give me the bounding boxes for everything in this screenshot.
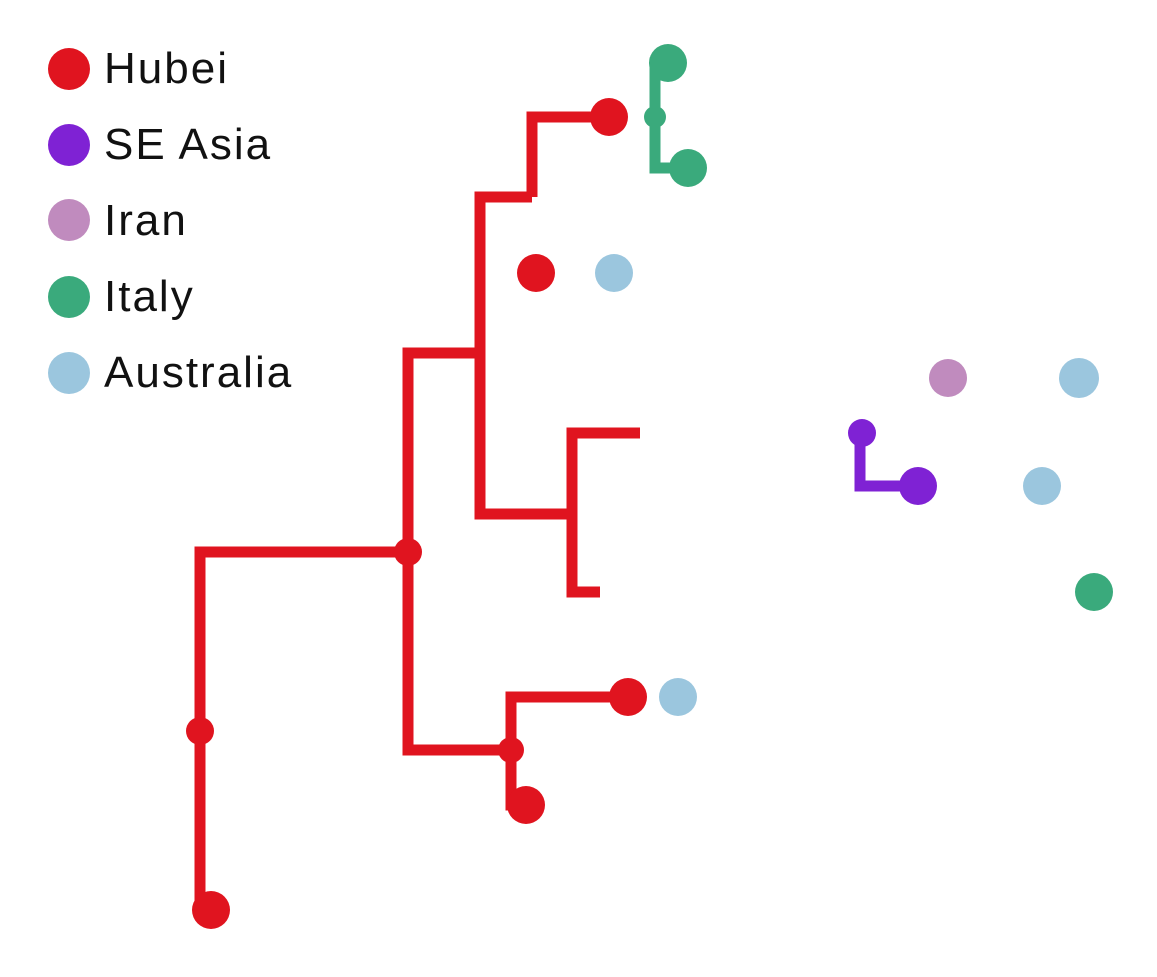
legend-label-italy: Italy <box>104 272 195 321</box>
legend-item-australia: Australia <box>48 348 293 397</box>
italy-swatch-icon <box>48 276 90 318</box>
se-asia-swatch-icon <box>48 124 90 166</box>
tree-nodes <box>186 106 876 763</box>
tip-hubei-c <box>609 678 647 716</box>
tree-tips <box>192 44 1113 929</box>
tip-australia-a <box>595 254 633 292</box>
legend-item-se-asia: SE Asia <box>48 120 272 169</box>
legend-label-australia: Australia <box>104 348 293 397</box>
tree-branches <box>194 57 1094 916</box>
legend-item-hubei: Hubei <box>48 44 229 93</box>
tip-iran <box>929 359 967 397</box>
tip-australia-c <box>1023 467 1061 505</box>
node-italy-split <box>644 106 666 128</box>
node-hubei-2 <box>498 737 524 763</box>
branch-to-se-asia <box>566 427 640 514</box>
tip-italy-c <box>1075 573 1113 611</box>
branch-lower-clade <box>402 552 511 756</box>
branch-upper-clade <box>402 347 480 552</box>
node-root <box>186 717 214 745</box>
tip-italy-a <box>649 44 687 82</box>
branch-to-italy-long-start <box>566 514 600 598</box>
branch-root <box>194 546 408 916</box>
branch-to-hubei-tip <box>526 111 609 197</box>
hubei-swatch-icon <box>48 48 90 90</box>
tip-australia-d <box>659 678 697 716</box>
legend: Hubei SE Asia Iran Italy Australia <box>48 44 293 397</box>
legend-item-italy: Italy <box>48 272 195 321</box>
branch-se-asia-down <box>854 433 918 492</box>
tip-italy-b <box>669 149 707 187</box>
node-hubei-1 <box>394 538 422 566</box>
legend-label-se-asia: SE Asia <box>104 120 272 169</box>
tip-hubei-b <box>517 254 555 292</box>
tip-hubei-a <box>590 98 628 136</box>
legend-item-iran: Iran <box>48 196 188 245</box>
legend-label-hubei: Hubei <box>104 44 229 93</box>
branch-lower-hubei-up <box>505 691 628 750</box>
legend-label-iran: Iran <box>104 196 188 245</box>
tip-hubei-root <box>192 891 230 929</box>
iran-swatch-icon <box>48 199 90 241</box>
australia-swatch-icon <box>48 352 90 394</box>
branch-mixed-clade <box>474 353 572 520</box>
tip-hubei-d <box>507 786 545 824</box>
node-se-asia <box>848 419 876 447</box>
branch-hubei-upper <box>474 191 532 353</box>
tip-australia-b <box>1059 358 1099 398</box>
tip-se-asia <box>899 467 937 505</box>
